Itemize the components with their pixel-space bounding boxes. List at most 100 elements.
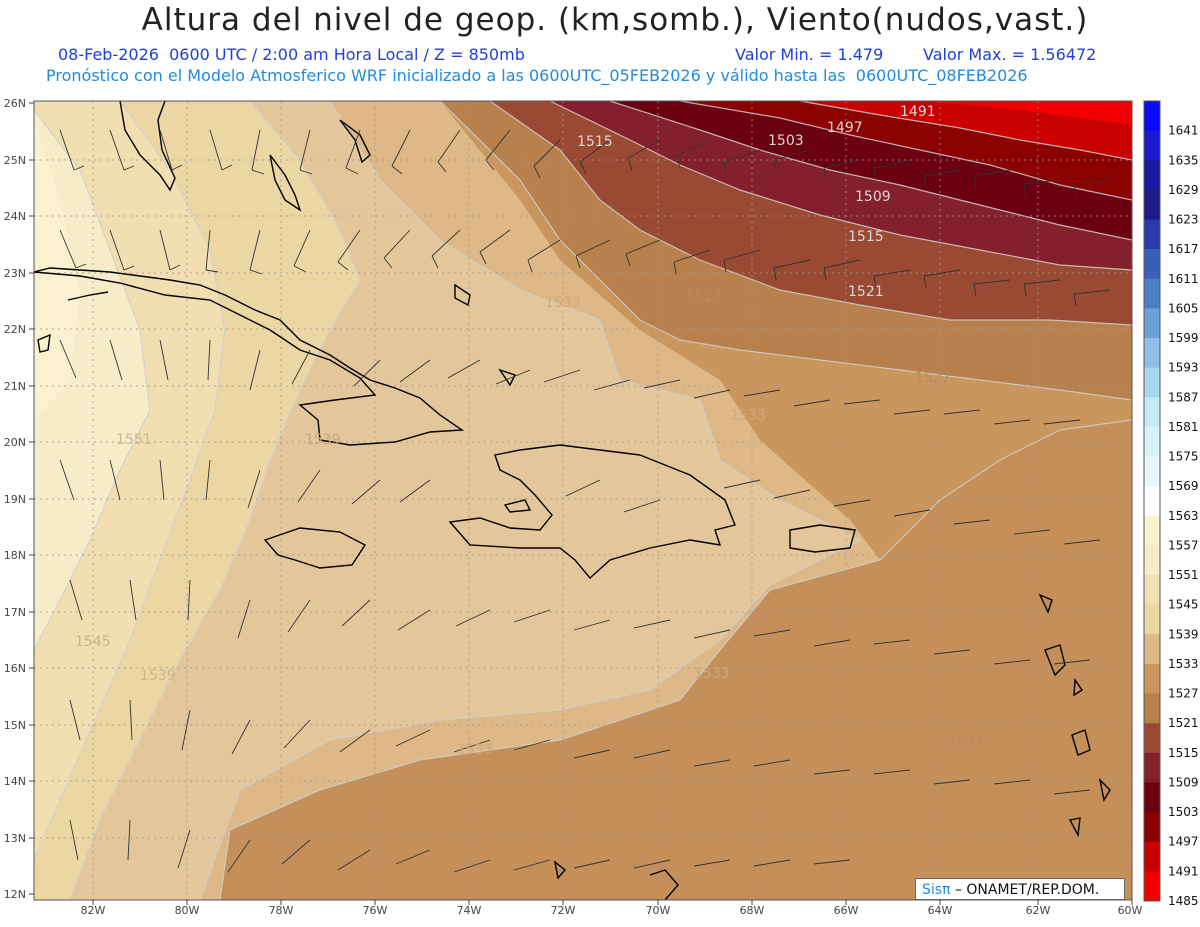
lat-label: 17N [4,606,26,619]
colorbar-level-label: 1497 [1168,835,1199,849]
lat-label: 22N [4,323,26,336]
sispi-logo-text: Sisπ [922,882,951,898]
lon-label: 60W [1118,904,1143,917]
contour-label: 1497 [827,120,863,136]
colorbar-level-label: 1629 [1168,183,1199,197]
colorbar: 1641 1635 1629 1623 1617 1611 1605 1599 1593 1587… [1143,100,1199,908]
colorbar-level-label: 1617 [1168,242,1199,256]
colorbar-level-label: 1605 [1168,301,1199,315]
latitude-labels: 26N 25N 24N 23N 22N 21N 20N 19N 18N 17N … [4,97,26,901]
coastline-hispaniola [448,444,736,580]
colorbar-swatch [1144,249,1160,280]
colorbar-level-label: 1533 [1168,657,1199,671]
coastline-cuba [34,267,465,446]
colorbar-swatch [1144,189,1160,221]
lat-label: 21N [4,380,26,393]
lat-label: 25N [4,154,26,167]
lon-label: 66W [834,904,859,917]
colorbar-level-label: 1503 [1168,805,1199,819]
lat-label: 23N [4,267,26,280]
colorbar-swatch [1144,130,1160,161]
lat-label: 12N [4,888,26,901]
lon-label: 78W [269,904,294,917]
lat-label: 14N [4,775,26,788]
colorbar-swatch [1144,397,1160,428]
graticule [34,101,1132,900]
colorbar-level-label: 1575 [1168,450,1199,464]
contour-label: 1503 [768,133,804,149]
colorbar-level-label: 1551 [1168,568,1199,582]
colorbar-level-label: 1593 [1168,361,1199,375]
colorbar-swatch [1144,219,1160,250]
contour-label: 1521 [848,284,884,300]
colorbar-swatch [1144,278,1160,309]
longitude-labels: 82W 80W 78W 76W 74W 72W 70W 68W 66W 64W … [81,904,1143,917]
lon-label: 76W [363,904,388,917]
colorbar-swatch [1144,604,1160,635]
lon-label: 80W [175,904,200,917]
colorbar-swatch [1144,515,1160,546]
colorbar-swatch [1144,663,1160,695]
colorbar-level-label: 1623 [1168,213,1199,227]
lon-label: 70W [646,904,671,917]
lat-label: 16N [4,662,26,675]
lat-label: 19N [4,493,26,506]
contour-label: 1533 [545,295,581,311]
contour-label: 1515 [577,134,613,150]
contour-label: 1533 [694,666,730,682]
colorbar-level-label: 1515 [1168,746,1199,760]
lon-label: 68W [740,904,765,917]
lat-label: 24N [4,210,26,223]
lon-ticks [92,900,1133,905]
coastline-puerto-rico [789,524,856,553]
contour-label: 1515 [848,229,884,245]
colorbar-level-label: 1641 [1168,124,1199,138]
coastlines [34,101,1111,900]
contour-label: 1533 [730,408,766,424]
colorbar-swatch [1144,308,1160,339]
coastline-jamaica [263,527,367,569]
colorbar-level-label: 1509 [1168,775,1199,789]
lon-label: 74W [457,904,482,917]
colorbar-swatch [1144,456,1160,487]
max-value: Valor Max. = 1.56472 [923,45,1097,64]
contour-label: 1551 [116,432,152,448]
contour-label: 1491 [900,104,936,120]
contour-label: 1527 [948,736,984,752]
model-line: Pronóstico con el Modelo Atmosferico WRF… [46,66,1028,85]
colorbar-level-label: 1581 [1168,420,1199,434]
colorbar-swatch [1144,338,1160,369]
colorbar-level-label: 1557 [1168,538,1199,552]
colorbar-swatch [1144,812,1160,843]
colorbar-level-label: 1635 [1168,153,1199,167]
colorbar-swatch [1144,545,1160,576]
contour-label: 1509 [855,189,891,205]
min-value: Valor Min. = 1.479 [735,45,884,64]
colorbar-frame [1143,100,1161,902]
geopotential-field: 1491 1497 1503 1509 1515 1515 1521 1527 … [34,101,1132,900]
colorbar-swatch [1144,575,1160,606]
colorbar-swatch [1144,367,1160,398]
lat-label: 20N [4,436,26,449]
colorbar-level-label: 1521 [1168,716,1199,730]
colorbar-swatch [1144,841,1160,872]
wind-barbs [59,129,1111,873]
contour-labels: 1491 1497 1503 1509 1515 1515 1521 1527 … [75,104,984,758]
contour-label: 1533 [457,742,493,758]
colorbar-swatch [1144,752,1160,783]
contour-label: 1539 [140,668,176,684]
map-title: Altura del nivel de geop. (km,somb.), Vi… [141,2,1089,38]
colorbar-level-label: 1611 [1168,272,1199,286]
colorbar-swatch [1144,634,1160,665]
lat-ticks [29,102,34,895]
colorbar-level-label: 1545 [1168,598,1199,612]
colorbar-swatch [1144,426,1160,458]
colorbar-swatch [1144,160,1160,191]
colorbar-level-label: 1485 [1168,894,1199,908]
colorbar-level-label: 1569 [1168,479,1199,493]
lon-label: 64W [928,904,953,917]
colorbar-swatch [1144,693,1160,724]
colorbar-swatch [1144,782,1160,813]
colorbar-level-label: 1491 [1168,864,1199,878]
